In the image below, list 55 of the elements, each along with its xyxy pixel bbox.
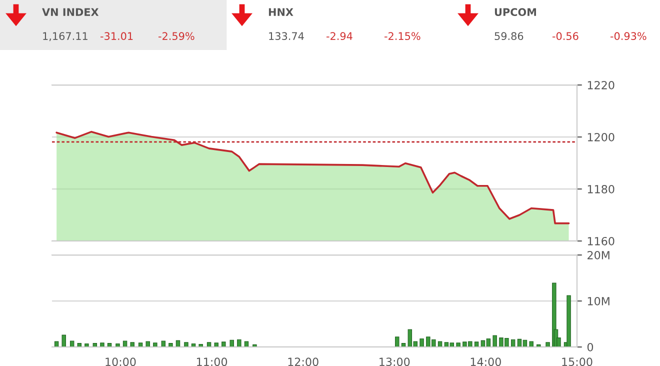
bar [62, 334, 66, 347]
x-tick-label: 15:00 [562, 358, 592, 366]
x-tick-label: 13:00 [380, 358, 410, 366]
x-tick-label: 12:00 [288, 358, 318, 366]
bar [161, 340, 166, 347]
bar [529, 341, 534, 347]
bar [474, 342, 479, 347]
bar [122, 340, 128, 347]
x-tick-label: 14:00 [470, 358, 501, 366]
bar [420, 338, 424, 347]
bar [244, 341, 249, 347]
bar [237, 339, 242, 347]
x-tick-label: 11:00 [196, 358, 228, 366]
text: VN INDEX [42, 8, 99, 16]
y-tick-label: 20M [588, 250, 610, 260]
y-tick-label: 10M [588, 296, 610, 306]
bar [184, 342, 188, 347]
bar [100, 342, 104, 347]
bar [168, 343, 173, 347]
y-tick-label: 1180 [588, 184, 614, 194]
y-tick-label: 1200 [588, 132, 614, 142]
bar [130, 342, 134, 347]
text: UPCOM [494, 8, 536, 16]
text: 1,167.11 [43, 32, 88, 42]
bar [198, 344, 203, 347]
bar [153, 342, 158, 347]
bar [492, 335, 497, 347]
bar [146, 341, 150, 347]
y-tick-label: 1160 [588, 236, 614, 246]
bar [546, 342, 550, 347]
y-tick-label: 1220 [588, 80, 614, 90]
text: -2.94 [326, 32, 352, 40]
text: -0.93% [610, 32, 646, 40]
text: HNX [268, 8, 294, 16]
bar [70, 340, 74, 347]
bar [214, 342, 218, 347]
bar [222, 342, 226, 347]
text: -0.56 [552, 32, 578, 40]
bar [456, 342, 460, 347]
bar [438, 341, 442, 347]
text: -2.15% [384, 32, 420, 40]
bar [116, 344, 120, 347]
x-tick-label: 10:00 [106, 358, 136, 366]
bar [566, 295, 571, 347]
bar [84, 344, 89, 347]
bar [230, 340, 234, 347]
text: -31.01 [100, 32, 133, 40]
bar [77, 343, 82, 347]
bar [176, 340, 180, 347]
text: 59.86 [494, 32, 524, 40]
y-tick-label: 0 [587, 342, 594, 352]
bar [395, 336, 400, 347]
text: 133.74 [269, 32, 304, 40]
bar [54, 341, 59, 347]
text: -2.59% [158, 32, 194, 40]
